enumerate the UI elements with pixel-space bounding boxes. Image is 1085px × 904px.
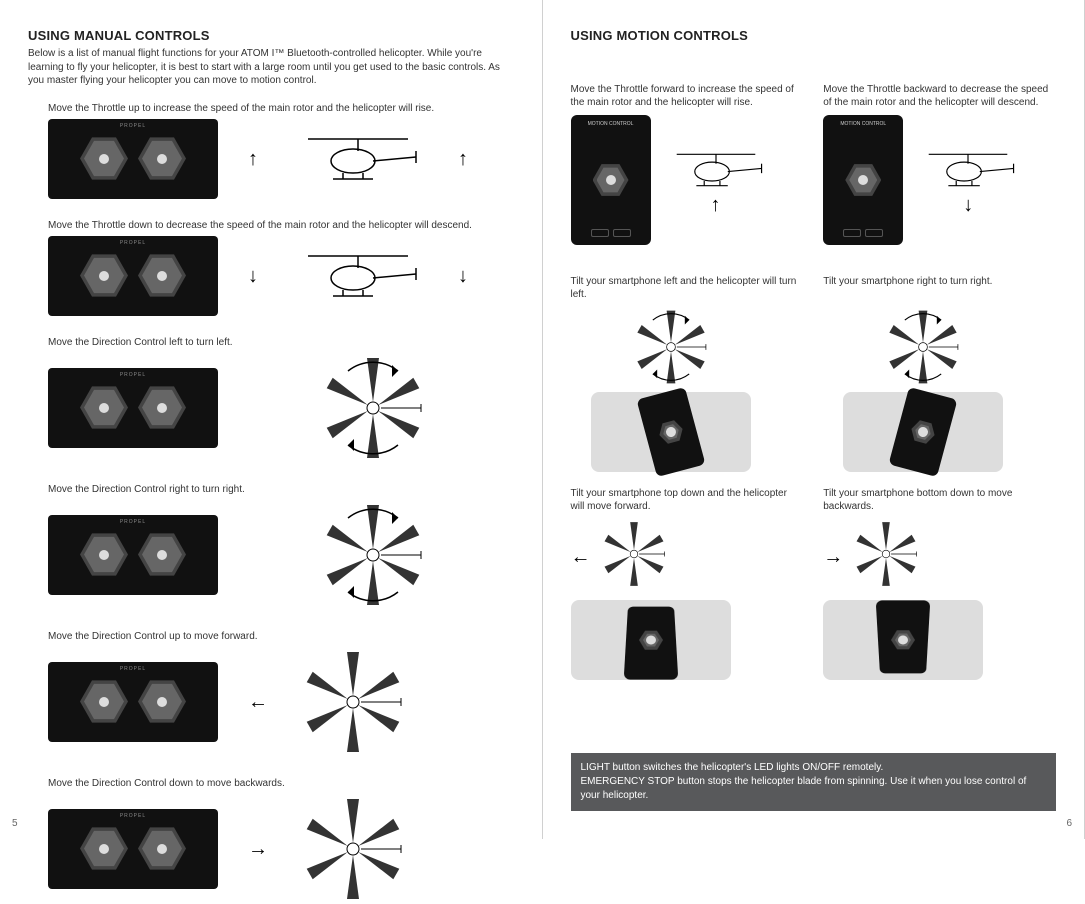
controller-mock [48,515,218,595]
manual-step-1: Move the Throttle down to decrease the s… [48,219,514,316]
helicopter-side-icon [913,145,1023,195]
page-left: USING MANUAL CONTROLS Below is a list of… [0,0,543,839]
arrow-icon: → [248,839,268,859]
step-caption: Move the Direction Control right to turn… [48,483,514,496]
page-number-left: 5 [12,818,18,829]
controller-mock [48,236,218,316]
arrow-icon: ↓ [248,266,258,286]
hand-tilt-icon [591,392,751,472]
arrow-icon: ↓ [458,266,468,286]
phone-mock: MOTION CONTROL [571,115,651,245]
phone-mock: MOTION CONTROL [823,115,903,245]
helicopter-side-icon [288,246,428,306]
rotor-turn-icon [631,307,711,392]
hand-tilt-icon [823,600,983,680]
controller-mock [48,662,218,742]
arrow-icon: → [823,547,843,567]
step-caption: Move the Direction Control left to turn … [48,336,514,349]
manual-step-4: Move the Direction Control up to move fo… [48,630,514,757]
page-right: USING MOTION CONTROLS Move the Throttle … [543,0,1085,839]
arrow-icon: ↑ [248,149,258,169]
rotor-top-icon [851,519,921,594]
manual-step-3: Move the Direction Control right to turn… [48,483,514,610]
manual-step-2: Move the Direction Control left to turn … [48,336,514,463]
arrow-icon: ↑ [711,195,721,215]
motion-tilt-lr-0: Tilt your smartphone left and the helico… [571,275,804,457]
step-caption: Move the Throttle up to increase the spe… [48,102,514,115]
step-caption: Move the Throttle down to decrease the s… [48,219,514,232]
rotor-top-icon [298,647,408,757]
helicopter-side-icon [661,145,771,195]
rotor-turn-icon [883,307,963,392]
left-title: USING MANUAL CONTROLS [28,28,514,43]
step-caption: Move the Direction Control up to move fo… [48,630,514,643]
controller-mock [48,809,218,889]
motion-caption: Tilt your smartphone right to turn right… [823,275,1056,301]
rotor-top-icon [298,794,408,904]
rotor-turn-icon [318,500,428,610]
motion-caption: Tilt your smartphone bottom down to move… [823,487,1056,513]
controller-mock [48,368,218,448]
motion-tilt-lr-1: Tilt your smartphone right to turn right… [823,275,1056,457]
manual-step-5: Move the Direction Control down to move … [48,777,514,904]
note-box: LIGHT button switches the helicopter's L… [571,753,1057,811]
motion-caption: Move the Throttle forward to increase th… [571,83,804,109]
motion-caption: Tilt your smartphone left and the helico… [571,275,804,301]
step-caption: Move the Direction Control down to move … [48,777,514,790]
manual-step-0: Move the Throttle up to increase the spe… [48,102,514,199]
motion-caption: Move the Throttle backward to decrease t… [823,83,1056,109]
hand-tilt-icon [571,600,731,680]
motion-tilt-fb-1: Tilt your smartphone bottom down to move… [823,487,1056,680]
left-intro: Below is a list of manual flight functio… [28,47,508,88]
note-line-2: EMERGENCY STOP button stops the helicopt… [581,775,1047,803]
controller-mock [48,119,218,199]
note-line-1: LIGHT button switches the helicopter's L… [581,761,1047,775]
right-title: USING MOTION CONTROLS [571,28,1057,43]
arrow-icon: ← [248,692,268,712]
hand-tilt-icon [843,392,1003,472]
page-number-right: 6 [1066,818,1072,829]
motion-throttle-1: Move the Throttle backward to decrease t… [823,83,1056,245]
rotor-turn-icon [318,353,428,463]
motion-tilt-fb-0: Tilt your smartphone top down and the he… [571,487,804,680]
arrow-icon: ↑ [458,149,468,169]
helicopter-side-icon [288,129,428,189]
rotor-top-icon [599,519,669,594]
arrow-icon: ↓ [963,195,973,215]
motion-caption: Tilt your smartphone top down and the he… [571,487,804,513]
motion-throttle-0: Move the Throttle forward to increase th… [571,83,804,245]
arrow-icon: ← [571,547,591,567]
